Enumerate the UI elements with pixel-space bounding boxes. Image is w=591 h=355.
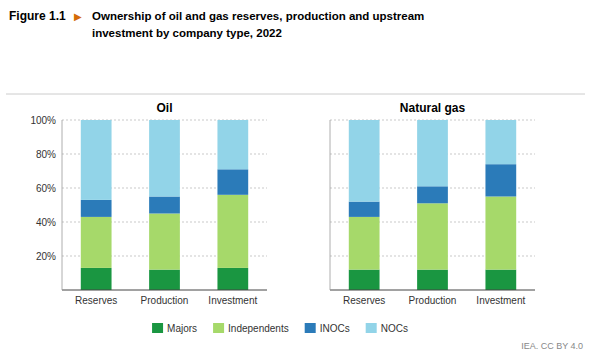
x-tick-label: Reserves — [75, 295, 117, 306]
bar — [485, 120, 516, 164]
bar — [217, 195, 248, 268]
x-tick-label: Investment — [208, 295, 257, 306]
background — [0, 0, 591, 355]
y-tick-label: 80% — [36, 149, 56, 160]
x-tick-label: Reserves — [343, 295, 385, 306]
y-axis-line — [62, 120, 63, 290]
bars — [81, 120, 248, 290]
y-tick-label: 60% — [36, 183, 56, 194]
figure-number: Figure 1.1 — [9, 9, 66, 23]
legend-swatch — [152, 323, 163, 333]
legend: Majors Independents INOCs NOCs — [152, 323, 408, 334]
x-tick-label: Production — [141, 295, 189, 306]
figure: Figure 1.1 ▶ Ownership of oil and gas rese… — [0, 0, 591, 355]
bar — [417, 203, 448, 269]
bar — [217, 268, 248, 290]
x-axis-line — [62, 290, 267, 291]
y-tick-label: 100% — [30, 115, 56, 126]
legend-label: Majors — [167, 323, 197, 334]
bar — [217, 120, 248, 169]
bar — [217, 169, 248, 195]
figure-title: Ownership of oil and gas reserves, produ… — [92, 10, 424, 39]
bar — [485, 270, 516, 290]
panel-title: Oil — [156, 101, 172, 115]
bar — [417, 120, 448, 186]
figure-title-line: investment by company type, 2022 — [92, 27, 282, 39]
bar — [417, 270, 448, 290]
legend-label: Independents — [228, 323, 289, 334]
panel-title: Natural gas — [400, 101, 466, 115]
legend-label: NOCs — [381, 323, 408, 334]
bar — [349, 202, 380, 217]
bar — [349, 270, 380, 290]
panel: 20% 40% 60% 80% 100% Reserves Production Invest… — [30, 101, 267, 306]
panel: Reserves Production Investment Natural gas — [330, 101, 535, 306]
bar — [81, 200, 112, 217]
y-tick-label: 20% — [36, 251, 56, 262]
figure-title-line: Ownership of oil and gas reserves, produ… — [92, 10, 424, 22]
legend-label: INOCs — [320, 323, 350, 334]
x-tick-label: Investment — [476, 295, 525, 306]
bar — [417, 186, 448, 203]
bar — [81, 217, 112, 268]
bar — [485, 197, 516, 270]
x-tick-label: Production — [409, 295, 457, 306]
bar — [485, 164, 516, 196]
bar — [149, 214, 180, 270]
bar — [81, 268, 112, 290]
footer: IEA. CC BY 4.0 — [521, 341, 583, 351]
title-arrow: ▶ — [74, 11, 82, 22]
x-axis-line — [330, 290, 535, 291]
bar — [149, 197, 180, 214]
y-tick-label: 40% — [36, 217, 56, 228]
bar — [349, 120, 380, 202]
y-axis-line — [330, 120, 331, 290]
bars — [349, 120, 516, 290]
legend-swatch — [213, 323, 224, 333]
legend-swatch — [305, 323, 316, 333]
bar — [149, 120, 180, 197]
bar — [81, 120, 112, 200]
legend-swatch — [366, 323, 377, 333]
title-rule — [6, 94, 585, 95]
bar — [149, 270, 180, 290]
bar — [349, 217, 380, 270]
